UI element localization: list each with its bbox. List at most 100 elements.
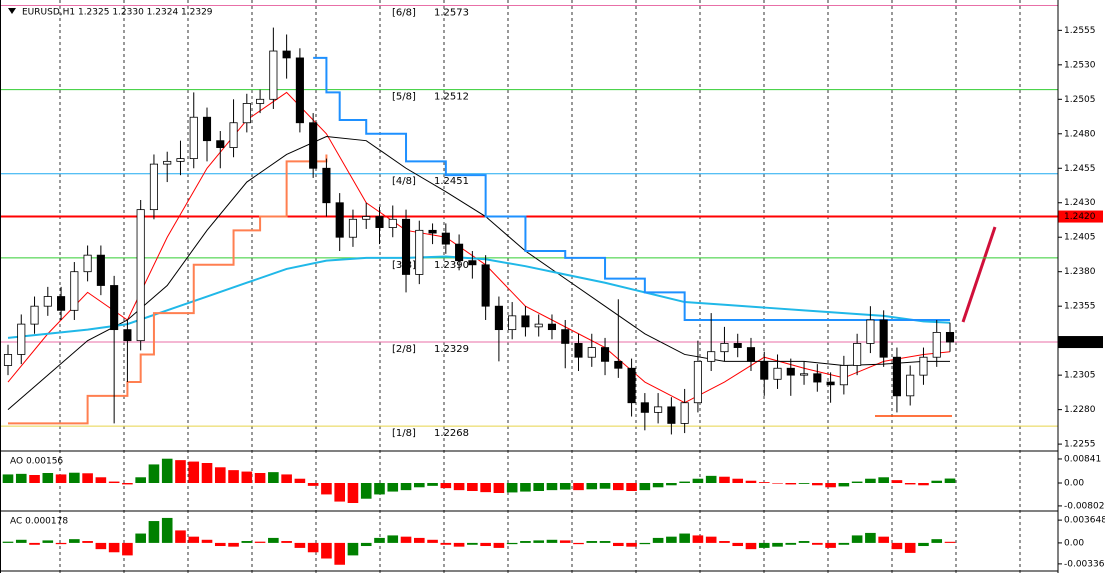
candle-body [123,329,132,342]
murray-name: [2/8] [392,344,416,355]
histogram-bar [904,483,916,485]
histogram-bar [334,483,345,502]
histogram-bar [427,539,438,543]
collapse-icon [8,8,16,14]
histogram-bar [413,537,425,543]
candle-body [932,331,941,358]
candle-body [110,285,119,331]
histogram-bar [42,540,54,543]
y-tick-label: 0.00841 [1064,454,1101,464]
histogram-bar [228,470,239,483]
histogram-bar [29,475,40,483]
histogram-bar [825,483,836,488]
histogram-bar [360,483,372,499]
histogram-bar [586,541,598,543]
candle-body [800,373,809,376]
histogram-bar [268,472,279,483]
histogram-bar [294,542,306,548]
candle-body [707,351,716,362]
histogram-bar [148,464,160,483]
candle-body [163,160,172,165]
candle-body [43,296,52,307]
y-tick-label: 1.2255 [1064,440,1096,450]
histogram-bar [467,483,478,491]
histogram-bar [520,541,531,543]
candle-body [322,167,331,204]
candle-body [879,319,888,358]
chart-title: EURUSD,H1 1.2325 1.2330 1.2324 1.2329 [22,8,213,18]
candle-body [654,406,663,413]
histogram-bar [387,483,399,492]
candle-body [30,305,39,325]
histogram-bar [573,542,584,545]
histogram-bar [254,541,266,543]
level-box [1058,210,1103,223]
histogram-bar [546,483,558,491]
histogram-bar [135,477,146,483]
candle-body [561,329,570,344]
candle-body [136,209,145,342]
murray-name: [1/8] [392,428,416,439]
candle-body [786,367,795,376]
histogram-bar [865,478,876,483]
murray-label: 1.2573 [434,8,469,19]
histogram-bar [175,460,186,483]
histogram-bar [241,471,253,483]
murray-label: 1.2390 [434,260,469,271]
histogram-bar [2,474,14,483]
histogram-bar [679,533,690,543]
histogram-bar [347,542,359,556]
histogram-bar [135,533,146,543]
histogram-bar [453,542,465,547]
histogram-bar [785,483,797,485]
histogram-bar [214,542,226,547]
histogram-bar [904,542,916,553]
histogram-bar [334,542,345,565]
histogram-bar [878,477,889,483]
histogram-bar [798,483,810,484]
histogram-bar [413,483,425,488]
histogram-bar [374,537,385,543]
y-tick-label: -0.00336 [1064,559,1105,569]
histogram-bar [812,542,823,545]
histogram-bar [69,539,80,543]
candle-body [3,354,13,366]
candle-body [866,319,875,344]
candle-body [680,402,689,424]
candle-body [83,254,92,273]
histogram-bar [878,536,889,543]
histogram-bar [201,463,213,483]
histogram-bar [851,535,863,543]
candle-body [547,323,557,331]
histogram-bar [95,542,107,550]
histogram-bar [533,483,545,491]
candle-body [282,50,291,59]
histogram-bar [440,483,452,489]
candle-body [733,343,742,348]
y-tick-label: 0.003648 [1064,516,1105,526]
panel-title: AO 0.00156 [10,457,63,467]
histogram-bar [506,542,518,545]
histogram-bar [15,539,27,543]
y-tick-label: -0.00802 [1064,501,1104,511]
candle-body [70,271,79,311]
histogram-bar [387,535,399,543]
candle-body [481,264,490,307]
y-tick-label: 0.00 [1064,479,1084,489]
histogram-bar [201,539,213,543]
candle-body [17,323,26,355]
y-tick-label: 1.2455 [1064,164,1096,174]
candle-body [57,296,66,311]
candle-body [335,202,344,238]
histogram-bar [772,542,783,547]
histogram-bar [785,542,797,545]
histogram-bar [613,483,624,491]
histogram-bar [891,542,903,550]
histogram-bar [400,536,412,543]
candle-body [229,122,238,148]
murray-name: [5/8] [392,92,416,103]
candle-body [309,122,318,169]
histogram-bar [891,480,903,483]
